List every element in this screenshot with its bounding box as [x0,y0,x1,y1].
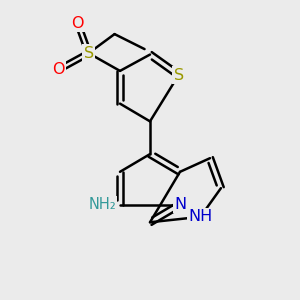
Text: S: S [84,46,94,61]
Text: NH: NH [188,209,213,224]
Text: NH₂: NH₂ [88,197,116,212]
Text: O: O [52,62,65,77]
Text: O: O [71,16,84,31]
Text: N: N [174,197,186,212]
Text: S: S [174,68,184,82]
